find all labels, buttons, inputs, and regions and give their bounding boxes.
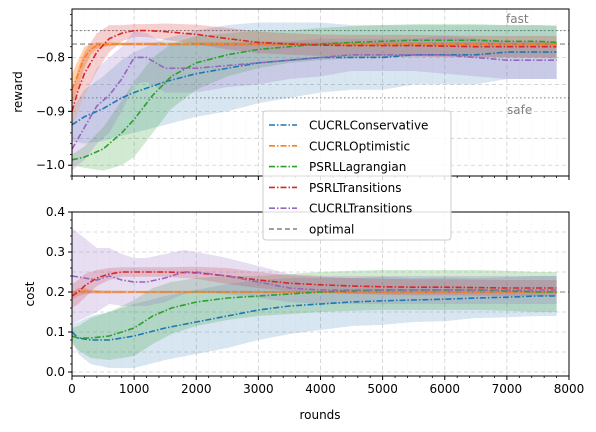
- x-tick-label: 1000: [119, 382, 150, 396]
- reward-band-CUCRLTransitions: [72, 30, 557, 171]
- x-axis-label: rounds: [299, 408, 340, 422]
- reward-line-CUCRLOptimistic: [71, 43, 557, 91]
- x-tick-label: 0: [68, 382, 76, 396]
- x-tick-label: 7000: [492, 382, 523, 396]
- legend-label-PSRLLagrangian: PSRLLagrangian: [309, 160, 406, 174]
- reward-panel: fast safe −1.0 −0.9 −0.8 reward: [11, 8, 570, 180]
- reward-line-PSRLTransitions: [71, 29, 557, 112]
- reward-y-tick-label: −1.0: [36, 158, 65, 172]
- cost-axes: 0 1000 2000 3000 4000 5000 6000 7000 8000 0.0 0.1 0…: [46, 205, 584, 396]
- x-tick-label: 4000: [305, 382, 336, 396]
- legend-label-optimal: optimal: [309, 223, 354, 237]
- cost-line-CUCRLTransitions: [71, 271, 557, 291]
- cost-y-tick-label: 0.4: [46, 205, 65, 219]
- reward-y-tick-label: −0.9: [36, 104, 65, 118]
- reward-line-CUCRLConservative: [71, 51, 557, 126]
- reward-band-PSRLLagrangian: [72, 24, 557, 171]
- x-tick-label: 6000: [429, 382, 460, 396]
- reward-band-CUCRLConservative: [72, 22, 557, 144]
- cost-series-lines: [71, 271, 557, 341]
- cost-band-CUCRLOptimistic: [72, 288, 557, 300]
- cost-panel: 0 1000 2000 3000 4000 5000 6000 7000 8000 0.0 0.1 0…: [23, 205, 584, 422]
- cost-y-tick-label: 0.2: [46, 285, 65, 299]
- legend: CUCRLConservative CUCRLOptimistic PSRLLagr…: [262, 110, 452, 241]
- legend-label-CUCRLTransitions: CUCRLTransitions: [309, 202, 412, 216]
- reward-line-CUCRLTransitions: [71, 53, 557, 150]
- x-tick-label: 2000: [181, 382, 212, 396]
- cost-y-tick-label: 0.1: [46, 325, 65, 339]
- reward-series-lines: [71, 29, 557, 161]
- cost-y-axis-label: cost: [23, 281, 37, 306]
- cost-y-tick-label: 0.3: [46, 245, 65, 259]
- x-tick-label: 5000: [367, 382, 398, 396]
- annotation-fast: fast: [506, 12, 529, 26]
- reward-confidence-bands: [72, 22, 557, 171]
- legend-box: [262, 110, 452, 241]
- x-tick-label: 3000: [243, 382, 274, 396]
- legend-entries: CUCRLConservative CUCRLOptimistic PSRLLagr…: [269, 119, 428, 237]
- cost-line-CUCRLOptimistic: [71, 290, 557, 297]
- reward-line-PSRLLagrangian: [71, 39, 557, 161]
- legend-label-CUCRLOptimistic: CUCRLOptimistic: [309, 139, 410, 153]
- reward-y-tick-label: −0.8: [36, 50, 65, 64]
- cost-line-PSRLTransitions: [71, 271, 557, 297]
- annotation-safe: safe: [507, 103, 532, 117]
- x-tick-label: 8000: [554, 382, 585, 396]
- cost-band-PSRLTransitions: [72, 266, 557, 308]
- reward-band-PSRLTransitions: [72, 23, 557, 128]
- cost-line-CUCRLConservative: [71, 295, 557, 341]
- legend-label-PSRLTransitions: PSRLTransitions: [309, 181, 402, 195]
- reward-reference-lines: [72, 29, 569, 99]
- reward-y-axis-label: reward: [11, 71, 25, 113]
- cost-y-tick-label: 0.0: [46, 365, 65, 379]
- legend-label-CUCRLConservative: CUCRLConservative: [309, 119, 428, 133]
